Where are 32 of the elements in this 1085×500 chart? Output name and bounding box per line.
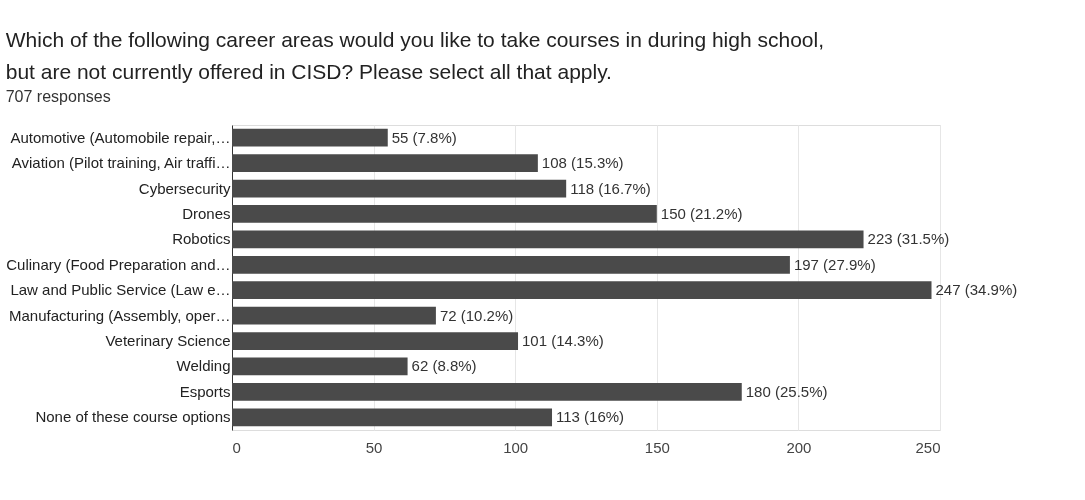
text: 707 responses xyxy=(5,88,111,105)
data-label: 150 (21.2%) xyxy=(660,204,743,222)
x-tick-label: 50 xyxy=(365,438,383,456)
data-label: 247 (34.9%) xyxy=(935,281,1018,299)
y-tick-label: Cybersecurity xyxy=(138,179,231,197)
x-tick-label: 100 xyxy=(503,438,529,456)
data-label: 180 (25.5%) xyxy=(745,382,828,400)
y-tick-label: Drones xyxy=(182,204,231,222)
y-tick-label: Culinary (Food Preparation and… xyxy=(6,255,231,273)
chart-title: Which of the following career areas would you like to take courses in during high school, but are not currently offered in CISD? Please select all that apply. xyxy=(5,28,824,83)
data-label: 113 (16%) xyxy=(556,408,625,426)
y-tick-label: Welding xyxy=(176,357,231,375)
y-tick-label: Veterinary Science xyxy=(105,332,231,350)
data-label: 197 (27.9%) xyxy=(793,255,876,273)
x-tick-label: 0 xyxy=(232,438,241,456)
y-tick-label: Manufacturing (Assembly, oper… xyxy=(9,306,231,324)
y-tick-label: Esports xyxy=(179,382,231,400)
data-label: 72 (10.2%) xyxy=(439,306,514,324)
y-tick-label: Automotive (Automobile repair,… xyxy=(10,128,231,146)
data-label: 223 (31.5%) xyxy=(867,230,950,248)
y-tick-label: Robotics xyxy=(172,230,231,248)
data-label: 55 (7.8%) xyxy=(391,128,457,146)
y-tick-label: None of these course options xyxy=(35,408,231,426)
data-label: 62 (8.8%) xyxy=(411,357,477,375)
y-tick-label: Law and Public Service (Law e… xyxy=(10,281,231,299)
x-tick-label: 200 xyxy=(786,438,812,456)
data-label: 118 (16.7%) xyxy=(570,179,651,197)
data-label: 108 (15.3%) xyxy=(541,154,624,172)
y-tick-label: Aviation (Pilot training, Air traffi… xyxy=(11,154,231,172)
x-tick-label: 150 xyxy=(644,438,670,456)
data-label: 101 (14.3%) xyxy=(522,332,604,350)
x-tick-label: 250 xyxy=(915,438,941,456)
